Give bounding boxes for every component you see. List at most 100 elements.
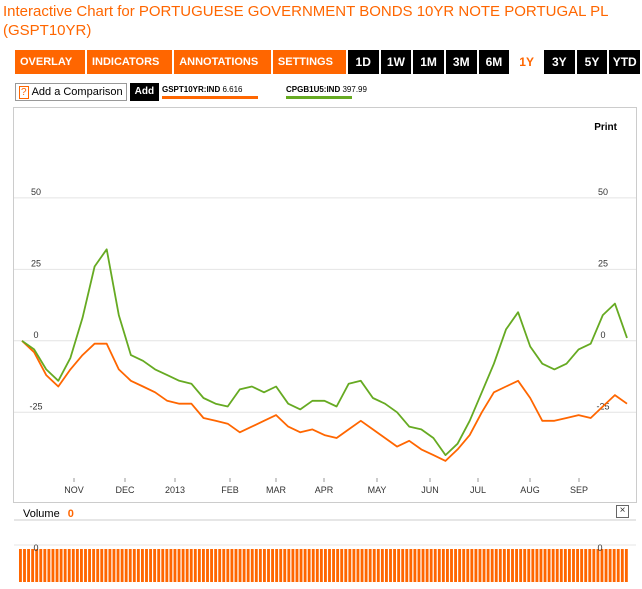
- y-tick-label-left: -25: [29, 401, 42, 411]
- volume-bar: [539, 549, 543, 582]
- legend-ticker: GSPT10YR:IND: [162, 85, 221, 94]
- volume-bar: [405, 549, 409, 582]
- volume-bar: [124, 549, 128, 582]
- volume-bar: [71, 549, 75, 582]
- volume-bar: [612, 549, 616, 582]
- volume-bar: [185, 549, 189, 582]
- range-5y-button[interactable]: 5Y: [576, 50, 608, 74]
- volume-bar: [559, 549, 563, 582]
- volume-bar: [588, 549, 592, 582]
- volume-bar: [258, 549, 262, 582]
- volume-bar: [230, 549, 234, 582]
- volume-bar: [299, 549, 303, 582]
- legend-value: 6.616: [222, 85, 243, 94]
- volume-bar: [145, 549, 148, 582]
- volume-bar: [39, 549, 43, 582]
- volume-bar: [197, 549, 201, 582]
- indicators-menu-button[interactable]: INDICATORS ▾: [86, 50, 173, 92]
- range-3y-button[interactable]: 3Y: [543, 50, 575, 74]
- close-volume-icon[interactable]: ×: [616, 505, 629, 518]
- volume-bar: [181, 549, 185, 582]
- settings-menu-button[interactable]: SETTINGS ▾: [272, 50, 346, 92]
- x-tick-label: JUN: [421, 485, 439, 495]
- volume-bar: [120, 549, 124, 582]
- range-1d-button[interactable]: 1D: [347, 50, 379, 74]
- volume-bar: [271, 549, 274, 582]
- volume-bar: [482, 549, 486, 582]
- volume-bar: [84, 549, 87, 582]
- volume-bar: [238, 549, 242, 582]
- add-comparison-input[interactable]: ? Add a Comparison: [15, 83, 127, 101]
- volume-bar: [364, 549, 368, 582]
- x-tick-label: JUL: [470, 485, 486, 495]
- volume-bar: [507, 549, 510, 582]
- volume-bar: [206, 549, 209, 582]
- volume-bar: [498, 549, 502, 582]
- volume-bar: [458, 549, 462, 582]
- volume-bar: [165, 549, 169, 582]
- volume-bar: [368, 549, 372, 582]
- add-comparison-button[interactable]: Add: [129, 83, 160, 101]
- volume-bar: [283, 549, 287, 582]
- volume-bar: [303, 549, 307, 582]
- add-comparison-label: Add a Comparison: [31, 86, 123, 98]
- volume-bar: [348, 549, 352, 582]
- volume-bar: [425, 549, 429, 582]
- volume-bar: [157, 549, 161, 582]
- volume-bar: [490, 549, 494, 582]
- range-3m-button[interactable]: 3M: [445, 50, 477, 74]
- print-link[interactable]: Print: [594, 122, 617, 133]
- volume-bar: [210, 549, 213, 582]
- range-1m-button[interactable]: 1M: [413, 50, 444, 74]
- volume-bar: [149, 549, 152, 582]
- volume-bar: [352, 549, 356, 582]
- range-ytd-button[interactable]: YTD: [609, 50, 641, 74]
- volume-bar: [169, 549, 173, 582]
- volume-bar: [454, 549, 457, 582]
- legend-entry-gspt10yr[interactable]: GSPT10YR:IND 6.616: [162, 85, 243, 94]
- volume-bar: [437, 549, 441, 582]
- volume-bar: [376, 549, 380, 582]
- volume-bar: [409, 549, 413, 582]
- volume-bar: [421, 549, 425, 582]
- annotations-menu-button[interactable]: ANNOTATIONS ▾: [174, 50, 271, 92]
- volume-bar: [136, 549, 140, 582]
- overlay-menu-button[interactable]: OVERLAY ▾: [15, 50, 85, 92]
- volume-bar: [324, 549, 327, 582]
- volume-bar: [502, 549, 506, 582]
- volume-bar: [275, 549, 279, 582]
- volume-panel-header: Volume 0: [23, 508, 74, 520]
- range-1w-button[interactable]: 1W: [380, 50, 412, 74]
- volume-bar: [291, 549, 295, 582]
- x-tick-label: 2013: [165, 485, 185, 495]
- range-6m-button[interactable]: 6M: [478, 50, 510, 74]
- volume-bar: [519, 549, 523, 582]
- help-icon[interactable]: ?: [19, 85, 29, 99]
- volume-bar: [173, 549, 177, 582]
- volume-bar: [572, 549, 575, 582]
- legend-entry-cpgb1u5[interactable]: CPGB1U5:IND 397.99: [286, 85, 367, 94]
- volume-bar: [128, 549, 132, 582]
- x-tick-label: NOV: [64, 485, 84, 495]
- chart-frame: [13, 107, 637, 503]
- volume-bar: [132, 549, 136, 582]
- legend-color-cpgb1u5: [286, 96, 352, 99]
- volume-bar: [450, 549, 453, 582]
- volume-bar: [441, 549, 445, 582]
- volume-bar: [385, 549, 388, 582]
- volume-bar: [35, 549, 39, 582]
- volume-bar: [218, 549, 222, 582]
- volume-bar: [568, 549, 571, 582]
- volume-bar: [254, 549, 258, 582]
- volume-bar: [389, 549, 392, 582]
- volume-bar: [360, 549, 364, 582]
- volume-bar: [511, 549, 514, 582]
- volume-bar: [242, 549, 246, 582]
- volume-bar: [75, 549, 79, 582]
- volume-bar: [527, 549, 531, 582]
- series-line-cpgb1u5-ind: [21, 248, 628, 457]
- range-1y-button[interactable]: 1Y: [511, 50, 542, 74]
- volume-bar: [474, 549, 478, 582]
- volume-bar: [67, 549, 71, 582]
